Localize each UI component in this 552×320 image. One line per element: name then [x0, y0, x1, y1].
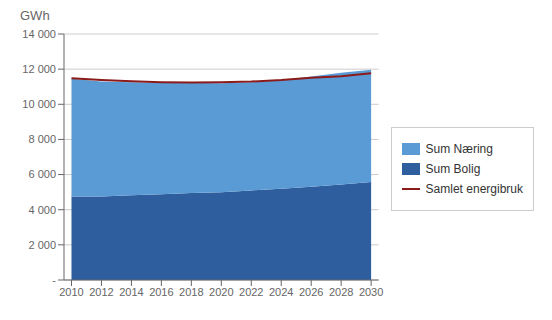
svg-text:2012: 2012 — [89, 286, 113, 298]
svg-text:6 000: 6 000 — [28, 168, 56, 180]
svg-text:12 000: 12 000 — [22, 63, 56, 75]
html-text:Samlet energibruk: Samlet energibruk — [425, 182, 523, 196]
html-text:GWh: GWh — [20, 8, 50, 23]
svg-text:2014: 2014 — [119, 286, 143, 298]
html-text:Sum Næring: Sum Næring — [425, 142, 493, 156]
svg-text:2028: 2028 — [329, 286, 353, 298]
svg-text:2018: 2018 — [179, 286, 203, 298]
svg-text:2024: 2024 — [269, 286, 293, 298]
svg-text:10 000: 10 000 — [22, 98, 56, 110]
svg-text:2 000: 2 000 — [28, 239, 56, 251]
svg-text:2020: 2020 — [209, 286, 233, 298]
html-text:Sum Bolig: Sum Bolig — [425, 162, 481, 176]
svg-text:2026: 2026 — [299, 286, 323, 298]
svg-text:2010: 2010 — [59, 286, 83, 298]
svg-text:8 000: 8 000 — [28, 133, 56, 145]
svg-text:14 000: 14 000 — [22, 28, 56, 40]
svg-text:2022: 2022 — [239, 286, 263, 298]
svg-text:4 000: 4 000 — [28, 204, 56, 216]
svg-text:2030: 2030 — [359, 286, 383, 298]
svg-text:-: - — [52, 274, 56, 286]
svg-text:2016: 2016 — [149, 286, 173, 298]
